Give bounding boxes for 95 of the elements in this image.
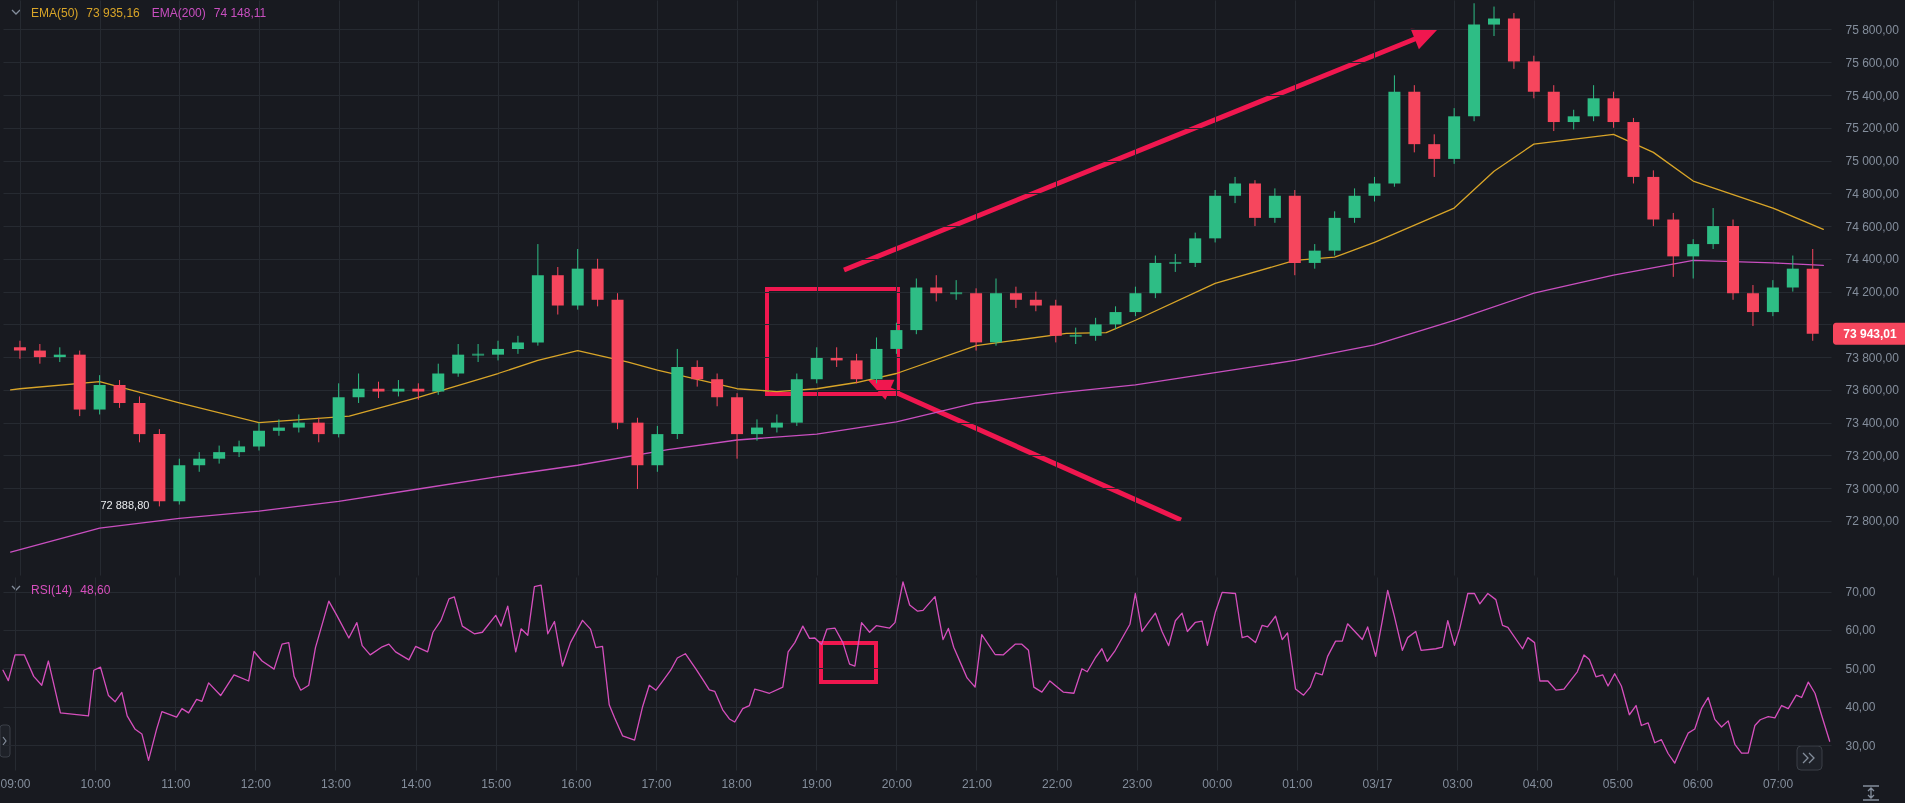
y-tick-label: 40,00 <box>1845 700 1876 715</box>
candlestick <box>850 353 863 384</box>
x-tick-label: 07:00 <box>1763 776 1794 791</box>
x-tick-label: 23:00 <box>1122 776 1153 791</box>
y-tick-label: 73 800,00 <box>1845 350 1900 365</box>
x-tick-label: 17:00 <box>641 776 672 791</box>
x-tick-label: 11:00 <box>161 776 191 791</box>
y-tick-label: 73 200,00 <box>1845 448 1900 463</box>
candlestick <box>492 340 505 361</box>
candlestick <box>691 359 704 388</box>
x-tick-label: 15:00 <box>481 776 512 791</box>
y-tick-label: 75 200,00 <box>1845 121 1900 136</box>
candlestick <box>810 346 823 384</box>
candlestick <box>1687 238 1700 279</box>
x-tick-label: 21:00 <box>961 776 993 791</box>
annotation: 48,60 <box>80 583 111 597</box>
x-tick-label: 18:00 <box>721 776 752 791</box>
candlestick <box>1308 243 1321 270</box>
candlestick <box>312 417 325 443</box>
y-tick-label: 73 400,00 <box>1845 416 1900 431</box>
candlestick <box>452 343 465 378</box>
candlestick <box>1029 291 1042 312</box>
text: EMA(200) <box>151 6 206 20</box>
candlestick <box>1348 187 1361 224</box>
annotation: 74 148,11 <box>213 6 267 20</box>
candlestick <box>1009 286 1022 309</box>
candlestick <box>1488 6 1501 37</box>
candlestick <box>1268 187 1281 224</box>
candlestick <box>750 418 763 442</box>
x-tick-label: 06:00 <box>1682 776 1714 791</box>
y-tick-label: 70,00 <box>1845 585 1876 600</box>
candlestick <box>1607 91 1620 129</box>
x-tick-label: 12:00 <box>240 776 272 791</box>
x-tick-label: 01:00 <box>1282 776 1313 791</box>
candlestick <box>1587 84 1600 122</box>
x-tick-label: 19:00 <box>801 776 833 791</box>
candlestick <box>33 343 46 365</box>
candlestick <box>213 445 226 465</box>
candlestick <box>272 418 285 437</box>
candlestick <box>13 340 26 360</box>
y-tick-label: 72 800,00 <box>1845 514 1900 529</box>
candlestick <box>292 413 305 433</box>
annotation: 72 888,80 <box>100 499 150 512</box>
candlestick <box>511 335 524 355</box>
x-tick-label: 00:00 <box>1202 776 1233 791</box>
y-tick-label: 50,00 <box>1845 661 1876 676</box>
text: RSI(14) <box>31 583 73 597</box>
y-tick-label: 75 000,00 <box>1845 154 1900 169</box>
candlestick <box>1746 284 1759 327</box>
x-tick-label: 05:00 <box>1602 776 1634 791</box>
candlestick <box>193 451 206 473</box>
candlestick <box>113 379 126 409</box>
y-tick-label: 74 400,00 <box>1845 252 1900 267</box>
y-tick-label: 30,00 <box>1845 738 1876 753</box>
candlestick <box>890 322 903 355</box>
x-tick-label: 16:00 <box>561 776 592 791</box>
candlestick <box>1368 176 1381 202</box>
y-tick-label: 75 600,00 <box>1845 55 1900 70</box>
y-tick-label: 74 800,00 <box>1845 186 1900 201</box>
x-tick-label: 03/17 <box>1362 776 1393 791</box>
x-tick-label: 10:00 <box>80 776 111 791</box>
x-tick-label: 14:00 <box>401 776 432 791</box>
candlestick <box>472 343 485 363</box>
y-tick-label: 75 400,00 <box>1845 88 1900 103</box>
x-tick-label: 13:00 <box>320 776 352 791</box>
candlestick <box>1169 253 1182 273</box>
x-tick-label: 03:00 <box>1442 776 1473 791</box>
annotation: 73 935,16 <box>86 6 141 20</box>
x-tick-label: 04:00 <box>1522 776 1554 791</box>
x-tick-label: 09:00 <box>0 776 31 791</box>
text: EMA(50) <box>31 6 79 20</box>
candlestick <box>1089 317 1102 342</box>
y-tick-label: 75 800,00 <box>1845 22 1900 37</box>
candlestick <box>1567 109 1580 130</box>
y-tick-label: 73 600,00 <box>1845 383 1900 398</box>
candlestick <box>1129 286 1142 317</box>
candlestick <box>711 373 724 407</box>
candlestick <box>1229 176 1242 204</box>
y-tick-label: 73 000,00 <box>1845 481 1900 496</box>
y-tick-label: 74 600,00 <box>1845 219 1900 234</box>
candlestick <box>770 413 783 433</box>
candlestick <box>1707 207 1720 250</box>
candlestick <box>1428 133 1441 178</box>
y-tick-label: 60,00 <box>1845 623 1876 638</box>
candlestick <box>1786 255 1799 293</box>
candlestick <box>1109 305 1122 330</box>
x-tick-label: 20:00 <box>881 776 913 791</box>
candlestick <box>252 422 265 451</box>
candlestick <box>352 373 365 404</box>
y-tick-label: 74 200,00 <box>1845 285 1900 300</box>
candlestick <box>233 440 246 458</box>
text: 73 943,01 <box>1843 326 1898 341</box>
candlestick <box>950 279 963 301</box>
x-tick-label: 22:00 <box>1042 776 1073 791</box>
candlestick <box>432 363 445 396</box>
